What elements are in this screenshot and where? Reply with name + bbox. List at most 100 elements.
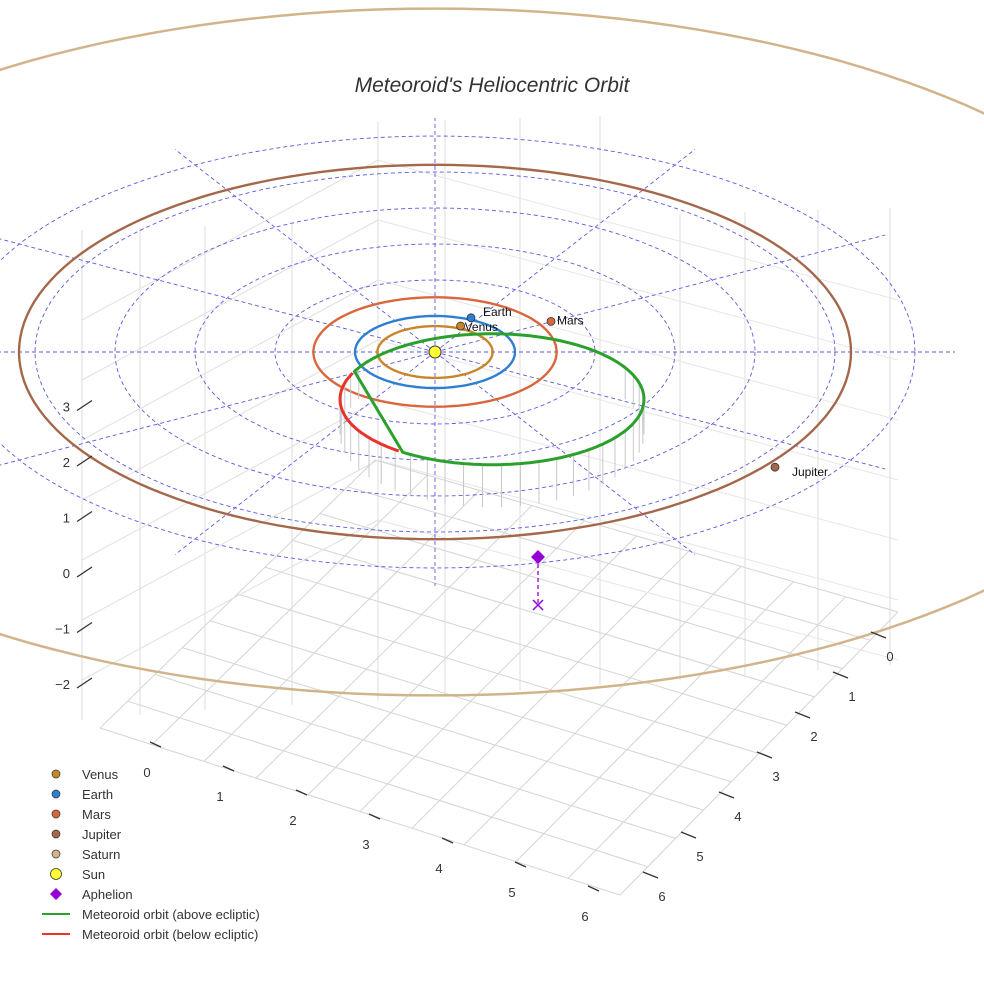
legend-dot — [51, 829, 61, 839]
ecliptic-radial — [174, 148, 436, 353]
legend-item: Meteoroid orbit (below ecliptic) — [36, 924, 260, 944]
legend-symbol — [51, 769, 61, 779]
y-tick-mark — [680, 831, 697, 839]
jupiter-label: Jupiter — [792, 465, 828, 479]
earth-label: Earth — [483, 305, 512, 319]
z-tick-label: 0 — [63, 566, 70, 581]
wall-gridline — [81, 399, 379, 561]
x-tick-label: 4 — [435, 861, 442, 876]
legend-dot — [51, 849, 61, 859]
legend-symbol — [51, 809, 61, 819]
earth-marker — [466, 313, 476, 323]
x-tick-label: 2 — [289, 813, 296, 828]
legend-symbol — [42, 933, 70, 935]
y-tick-label: 3 — [772, 769, 779, 784]
x-tick-mark — [587, 885, 600, 892]
x-tick-mark — [368, 813, 381, 820]
planet-orbits — [17, 163, 853, 541]
y-tick-mark — [870, 631, 887, 639]
x-tick-label: 1 — [216, 789, 223, 804]
meteoroid-orbit-above — [352, 332, 646, 467]
wall-gridline — [377, 399, 899, 541]
legend-symbol — [51, 849, 61, 859]
z-tick-label: −2 — [55, 677, 70, 692]
bounding-box-grid — [81, 116, 899, 896]
wall-gridline — [377, 159, 899, 301]
chart-title: Meteoroid's Heliocentric Orbit — [354, 74, 630, 97]
ecliptic-radial — [174, 351, 436, 556]
z-tick-mark — [76, 455, 93, 467]
orbit-stems — [339, 367, 645, 508]
meteoroid-orbit-below — [338, 372, 400, 453]
legend-label: Sun — [82, 866, 106, 882]
z-tick-mark — [76, 566, 93, 578]
legend-label: Meteoroid orbit (below ecliptic) — [82, 926, 259, 942]
ecliptic-ring — [194, 243, 676, 461]
floor-gridline — [567, 596, 847, 879]
y-tick-label: 6 — [658, 889, 665, 904]
mars-marker — [546, 316, 556, 326]
floor-gridline — [319, 513, 843, 670]
jupiter-marker — [770, 462, 780, 472]
y-tick-label: 4 — [734, 809, 741, 824]
y-tick-mark — [642, 871, 659, 879]
wall-gridline — [377, 459, 899, 601]
legend-dot — [51, 789, 61, 799]
legend-label: Saturn — [82, 846, 121, 862]
legend-label: Earth — [82, 786, 114, 802]
z-tick-mark — [76, 510, 93, 523]
z-tick-label: 3 — [63, 400, 70, 415]
legend-item: Meteoroid orbit (above ecliptic) — [36, 904, 260, 924]
legend-symbol — [50, 868, 62, 880]
legend-item: Sun — [36, 864, 260, 884]
y-tick-mark — [832, 671, 849, 679]
wall-gridline — [81, 459, 379, 621]
x-tick-label: 5 — [508, 885, 515, 900]
floor-gridline — [515, 581, 794, 862]
meteoroid-orbit — [338, 332, 646, 467]
y-tick-mark — [756, 751, 773, 759]
x-tick-label: 6 — [581, 909, 588, 924]
legend-label: Venus — [82, 766, 119, 782]
legend-label: Aphelion — [82, 886, 133, 902]
aphelion-marker — [531, 550, 545, 564]
legend-label: Mars — [82, 806, 111, 822]
saturn-orbit-path — [0, 7, 984, 697]
x-tick-label: 3 — [362, 837, 369, 852]
legend-symbol — [51, 829, 61, 839]
x-tick-mark — [222, 765, 235, 772]
mars-orbit — [312, 296, 558, 408]
mars-label: Mars — [557, 313, 584, 327]
z-tick-label: −1 — [55, 622, 70, 637]
ecliptic-radial — [434, 351, 886, 470]
saturn-orbit — [0, 7, 984, 697]
x-tick-label: 0 — [143, 765, 150, 780]
legend-item: Saturn — [36, 844, 260, 864]
legend-dot — [51, 769, 61, 779]
x-tick-mark — [149, 741, 162, 748]
floor-gridline — [237, 593, 760, 754]
legend-label: Jupiter — [82, 826, 122, 842]
jupiter-orbit — [17, 163, 853, 541]
y-tick-label: 2 — [810, 729, 817, 744]
z-tick-mark — [76, 621, 93, 634]
legend-item: Earth — [36, 784, 260, 804]
legend-symbol — [50, 888, 62, 900]
legend-diamond — [50, 888, 62, 900]
floor-gridline — [411, 550, 690, 829]
legend-dot — [50, 868, 62, 880]
wall-gridline — [81, 279, 379, 441]
ecliptic-grid — [0, 118, 955, 586]
axis-ticks: −2 −1 0 1 2 3 0 1 2 3 4 5 6 0 1 2 3 4 5 6 — [55, 400, 893, 925]
ecliptic-radial — [0, 238, 436, 353]
z-tick-mark — [76, 677, 93, 689]
aphelion-projection-marker — [532, 599, 544, 611]
legend-symbol — [42, 913, 70, 915]
ecliptic-radial — [434, 351, 696, 556]
legend-item: Aphelion — [36, 884, 260, 904]
z-tick-label: 2 — [63, 455, 70, 470]
legend-item: Jupiter — [36, 824, 260, 844]
y-tick-label: 1 — [848, 689, 855, 704]
wall-gridline — [81, 339, 379, 501]
